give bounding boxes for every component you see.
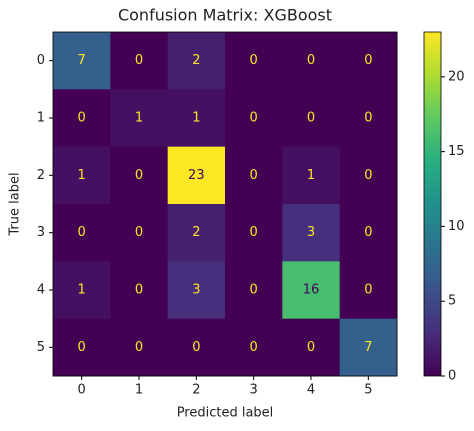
colorbar-tick-label: 5	[448, 294, 456, 309]
y-axis-label: True label	[8, 172, 23, 236]
heatmap-cell	[53, 32, 111, 90]
cell-value-label: 0	[250, 340, 258, 355]
cell-value-label: 16	[303, 283, 320, 298]
cell-value-label: 0	[135, 340, 143, 355]
heatmap-cell	[339, 32, 398, 90]
heatmap-cell	[167, 318, 226, 377]
cell-value-label: 0	[250, 53, 258, 68]
y-tick-label: 0	[37, 53, 45, 68]
heatmap-cell	[53, 204, 111, 262]
cell-value-label: 0	[135, 168, 143, 183]
cell-value-label: 3	[192, 283, 200, 298]
heatmap-cell	[225, 32, 283, 90]
heatmap-cell	[339, 146, 398, 205]
cell-value-label: 1	[78, 283, 86, 298]
cell-value-label: 1	[307, 168, 315, 183]
cell-value-label: 1	[78, 168, 86, 183]
heatmap-cell	[339, 261, 398, 320]
chart-title: Confusion Matrix: XGBoost	[118, 6, 332, 25]
colorbar-tick-label: 10	[448, 219, 465, 234]
heatmap-cell	[110, 318, 169, 377]
cell-value-label: 2	[192, 53, 200, 68]
heatmap-cell	[225, 146, 283, 205]
cell-value-label: 0	[78, 111, 86, 126]
cell-value-label: 7	[78, 53, 86, 68]
heatmap-cell	[225, 89, 283, 148]
cell-value-label: 1	[192, 111, 200, 126]
cell-value-label: 0	[307, 340, 315, 355]
heatmap-cell	[110, 89, 169, 148]
heatmap-cell	[282, 32, 341, 90]
cell-value-label: 0	[78, 340, 86, 355]
colorbar-tick-label: 20	[448, 69, 465, 84]
x-tick-label: 0	[78, 383, 86, 398]
heatmap-cell	[339, 89, 398, 148]
cell-value-label: 0	[78, 225, 86, 240]
cell-value-label: 0	[250, 283, 258, 298]
colorbar-tick-label: 0	[448, 369, 456, 384]
x-tick-label: 5	[364, 383, 372, 398]
cell-value-label: 1	[135, 111, 143, 126]
y-tick-label: 2	[37, 168, 45, 183]
cell-value-label: 0	[250, 168, 258, 183]
heatmap-cell	[53, 89, 111, 148]
cell-value-label: 0	[364, 168, 372, 183]
x-tick-label: 3	[250, 383, 258, 398]
x-tick-label: 1	[135, 383, 143, 398]
heatmap-cell	[339, 318, 398, 377]
heatmap-cell	[110, 146, 169, 205]
heatmap-cell	[225, 261, 283, 320]
y-tick-label: 1	[37, 111, 45, 126]
heatmap-cell	[110, 261, 169, 320]
heatmap-cell	[110, 32, 169, 90]
cell-value-label: 3	[307, 225, 315, 240]
cell-value-label: 0	[250, 111, 258, 126]
y-tick-label: 3	[37, 225, 45, 240]
cell-value-label: 0	[364, 225, 372, 240]
heatmap-cell	[110, 204, 169, 262]
x-tick-label: 2	[192, 383, 200, 398]
heatmap-cell	[339, 204, 398, 262]
cell-value-label: 7	[364, 340, 372, 355]
heatmap-cell	[282, 261, 341, 320]
heatmap-cell	[167, 32, 226, 90]
cell-value-label: 0	[192, 340, 200, 355]
heatmap-cell	[225, 204, 283, 262]
heatmap-cell	[167, 146, 226, 205]
heatmap-cell	[53, 261, 111, 320]
cell-value-label: 0	[307, 111, 315, 126]
x-tick-label: 4	[307, 383, 315, 398]
heatmap-cell	[282, 146, 341, 205]
cell-value-label: 0	[307, 53, 315, 68]
heatmap-cell	[167, 204, 226, 262]
heatmap-cell	[167, 89, 226, 148]
cell-value-label: 0	[364, 283, 372, 298]
heatmap-cell	[282, 204, 341, 262]
heatmap-cell	[53, 146, 111, 205]
cell-value-label: 0	[364, 53, 372, 68]
plot-frame	[52, 31, 398, 377]
cell-value-label: 23	[188, 168, 205, 183]
heatmap-cell	[167, 261, 226, 320]
cell-value-label: 2	[192, 225, 200, 240]
heatmap-cell	[53, 318, 111, 377]
cell-value-label: 0	[135, 225, 143, 240]
x-axis-label: Predicted label	[177, 406, 274, 421]
cell-value-label: 0	[364, 111, 372, 126]
cell-value-label: 0	[135, 53, 143, 68]
cell-value-label: 0	[135, 283, 143, 298]
heatmap-cell	[225, 318, 283, 377]
heatmap-cell	[282, 318, 341, 377]
colorbar-tick-label: 15	[448, 144, 465, 159]
heatmap-cell	[282, 89, 341, 148]
y-tick-label: 5	[37, 340, 45, 355]
cell-value-label: 0	[250, 225, 258, 240]
y-tick-label: 4	[37, 283, 45, 298]
colorbar	[423, 31, 442, 377]
